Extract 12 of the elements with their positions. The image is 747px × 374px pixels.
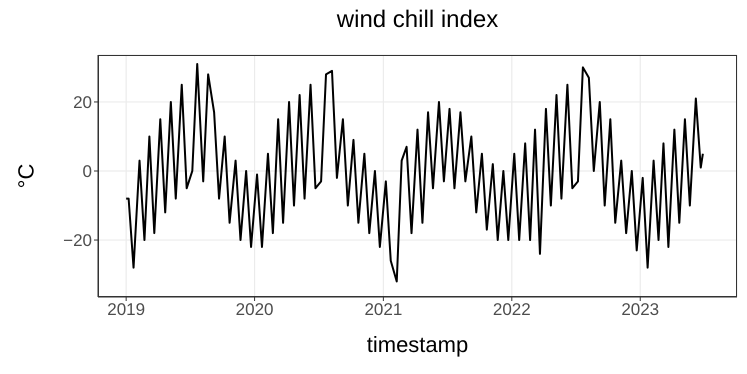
x-tick-label: 2023 [621,300,660,320]
x-tick-label: 2020 [236,300,274,320]
x-tick-label: 2022 [492,300,531,320]
y-axis-title: °C [13,164,40,188]
y-tick-label: 20 [73,92,92,112]
x-tick-label: 2021 [364,300,402,320]
y-tick-label: −20 [63,231,92,250]
chart-title: wind chill index [336,6,500,34]
line-series [125,62,704,282]
x-axis-title: timestamp [366,332,470,358]
y-tick-label: 0 [82,162,92,182]
x-tick-label: 2019 [107,300,146,320]
